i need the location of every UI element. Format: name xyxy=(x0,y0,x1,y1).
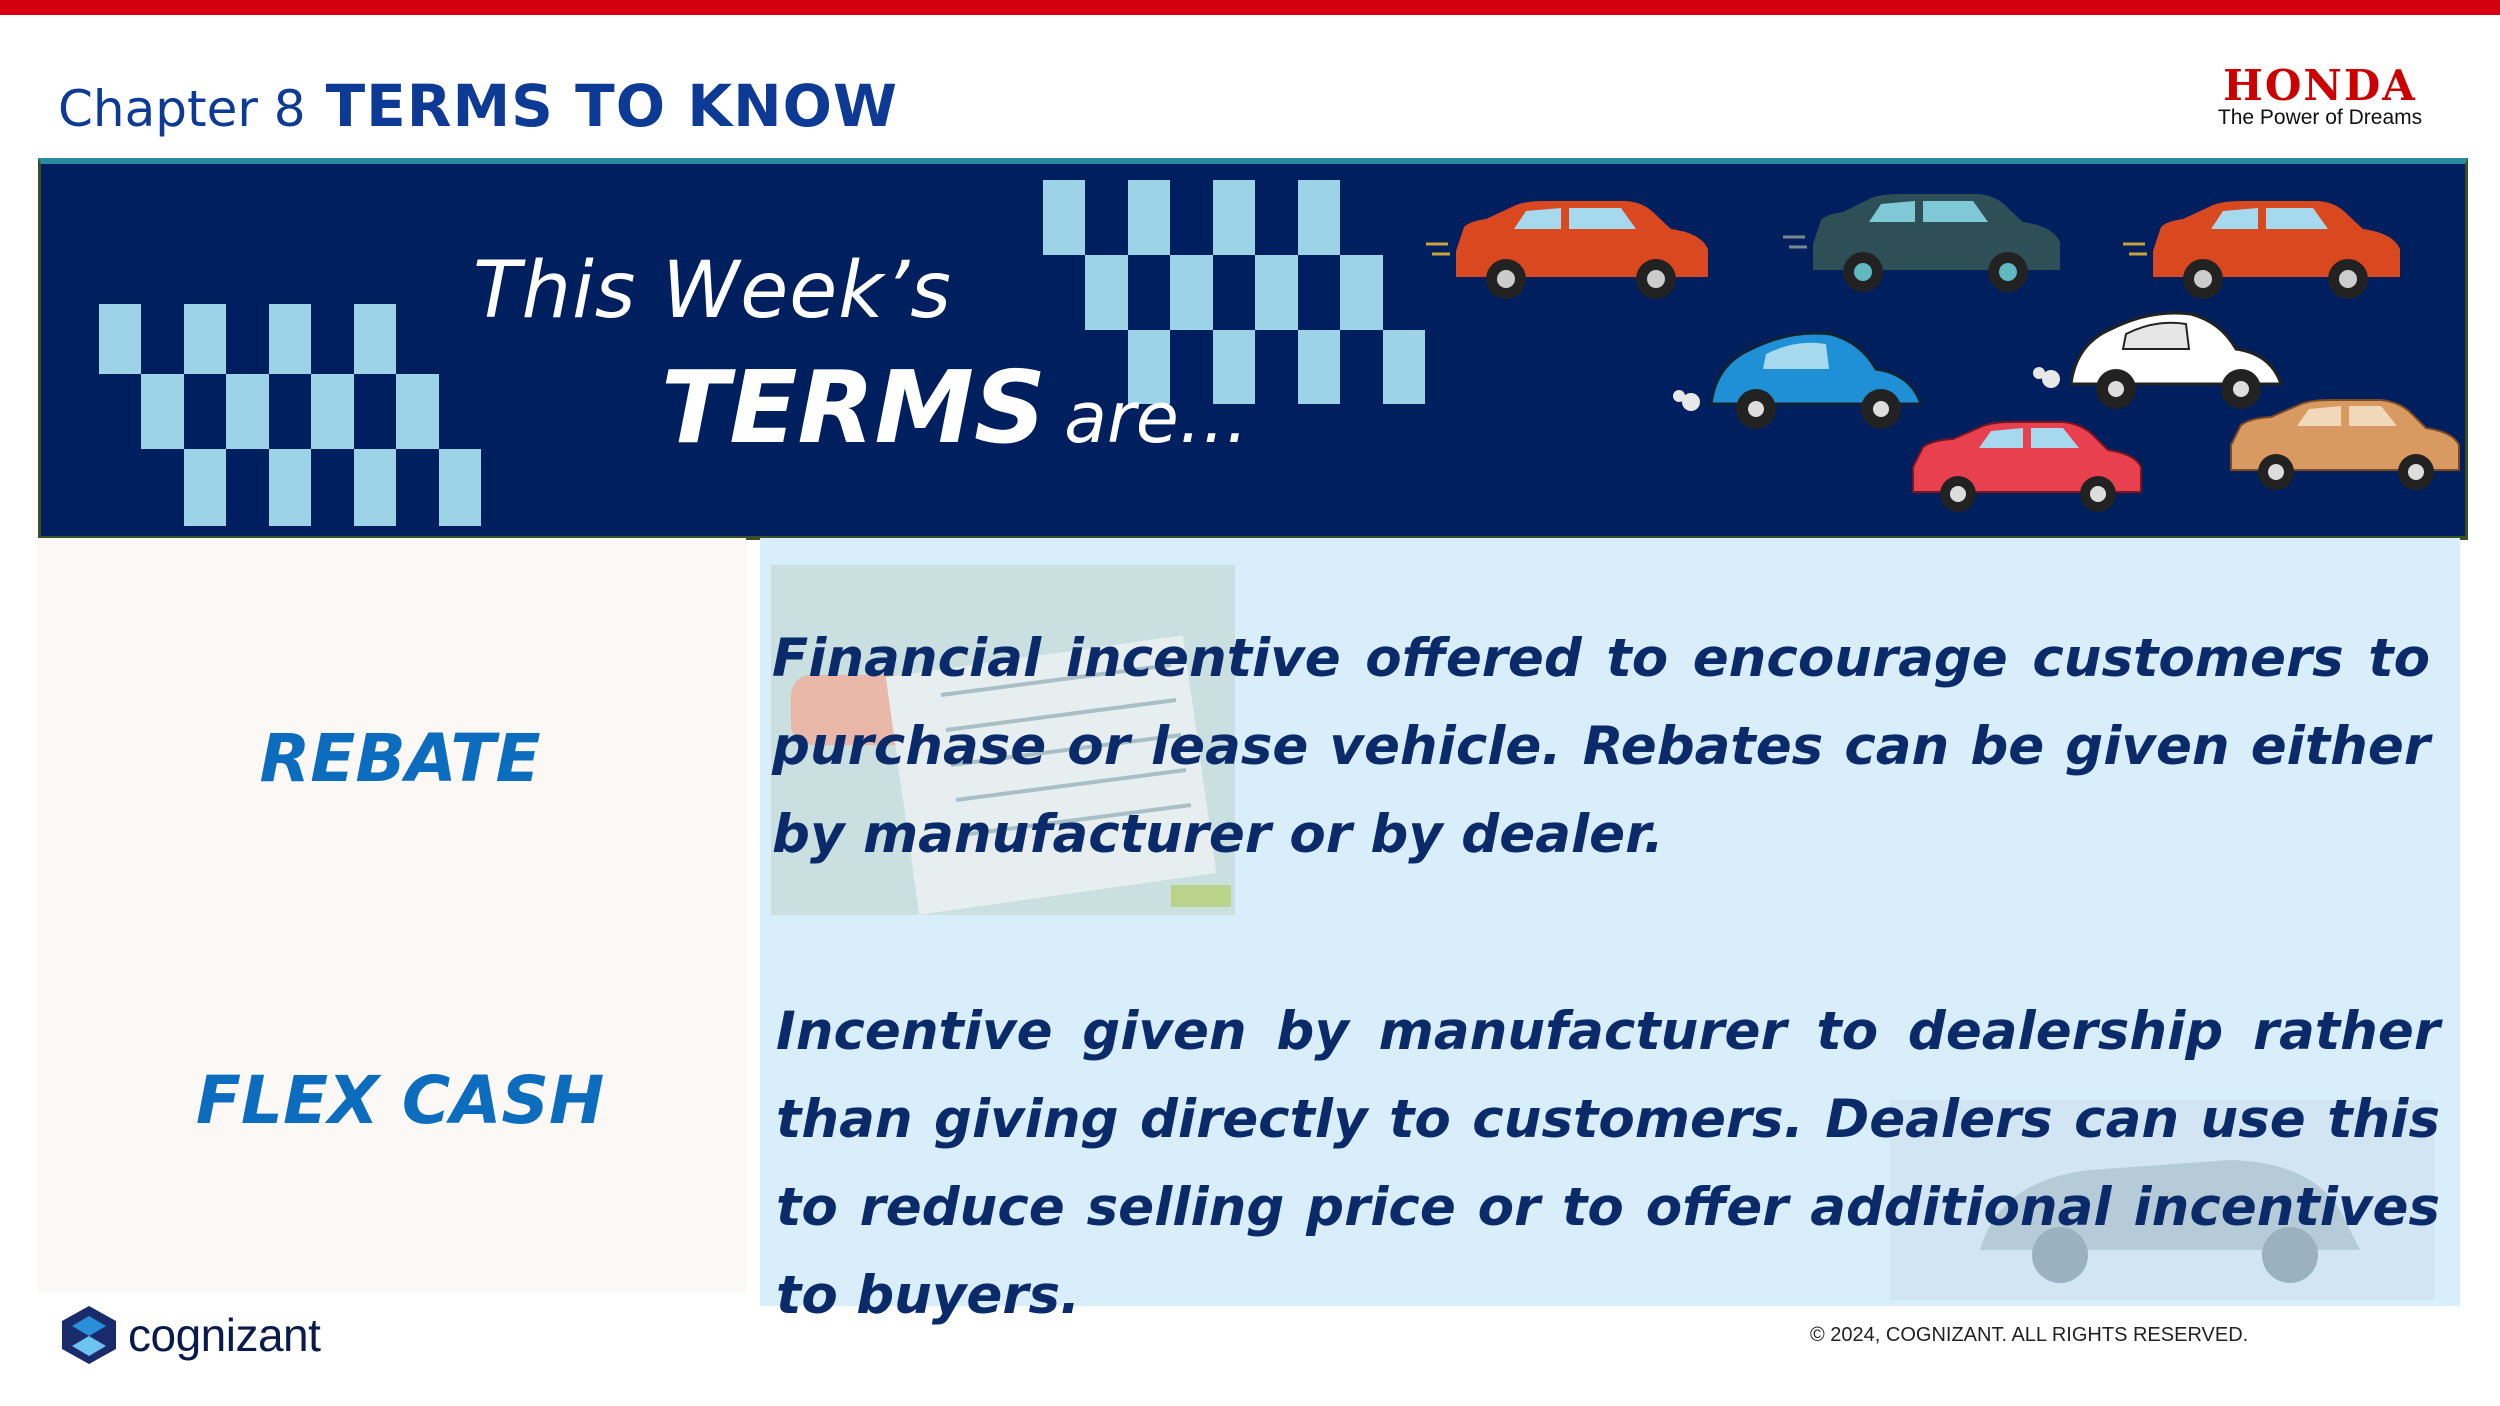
banner-terms-word: TERMS xyxy=(661,349,1047,466)
honda-logo: HONDA The Power of Dreams xyxy=(2190,62,2450,132)
car-orange-1-icon xyxy=(1426,201,1708,299)
honda-wordmark: HONDA xyxy=(2223,61,2417,110)
title-text: TERMS TO KNOW xyxy=(325,72,898,140)
top-accent-bar xyxy=(0,0,2500,15)
page-title: Chapter 8 TERMS TO KNOW xyxy=(58,72,898,152)
terms-column xyxy=(38,538,746,1293)
car-white-beetle-icon xyxy=(2033,311,2284,409)
checker-pattern-right xyxy=(1043,180,1425,404)
car-blue-beetle-icon xyxy=(1673,331,1924,429)
copyright-notice: © 2024, COGNIZANT. ALL RIGHTS RESERVED. xyxy=(1810,1324,2249,1346)
car-tan-sedan-icon xyxy=(2230,399,2460,490)
term-rebate: REBATE xyxy=(259,720,541,797)
banner-line-1: This Week’s xyxy=(473,246,952,336)
definition-flex-cash: Incentive given by manufacturer to deale… xyxy=(776,1001,2440,1326)
banner-are-word: are… xyxy=(1064,377,1249,459)
cognizant-wordmark: cognizant xyxy=(128,1309,321,1361)
chapter-label: Chapter 8 xyxy=(58,80,306,138)
faded-rebate-form-image xyxy=(771,565,1235,915)
term-flex-cash: FLEX CASH xyxy=(195,1062,605,1139)
weekly-terms-banner: This Week’s TERMS are… xyxy=(38,158,2468,540)
definition-rebate: Financial incentive offered to encourage… xyxy=(772,628,2430,865)
car-orange-2-icon xyxy=(2123,201,2400,299)
cognizant-mark-icon xyxy=(62,1306,116,1364)
car-red-sedan-icon xyxy=(1912,421,2142,512)
car-teal-icon xyxy=(1783,194,2060,292)
honda-tagline: The Power of Dreams xyxy=(2217,106,2423,129)
banner-line-2: TERMS are… xyxy=(661,349,1249,466)
faded-car-image xyxy=(1890,1100,2435,1300)
cognizant-logo: cognizant xyxy=(58,1304,358,1368)
banner-artwork xyxy=(99,180,2460,526)
checker-pattern-left xyxy=(99,304,481,526)
